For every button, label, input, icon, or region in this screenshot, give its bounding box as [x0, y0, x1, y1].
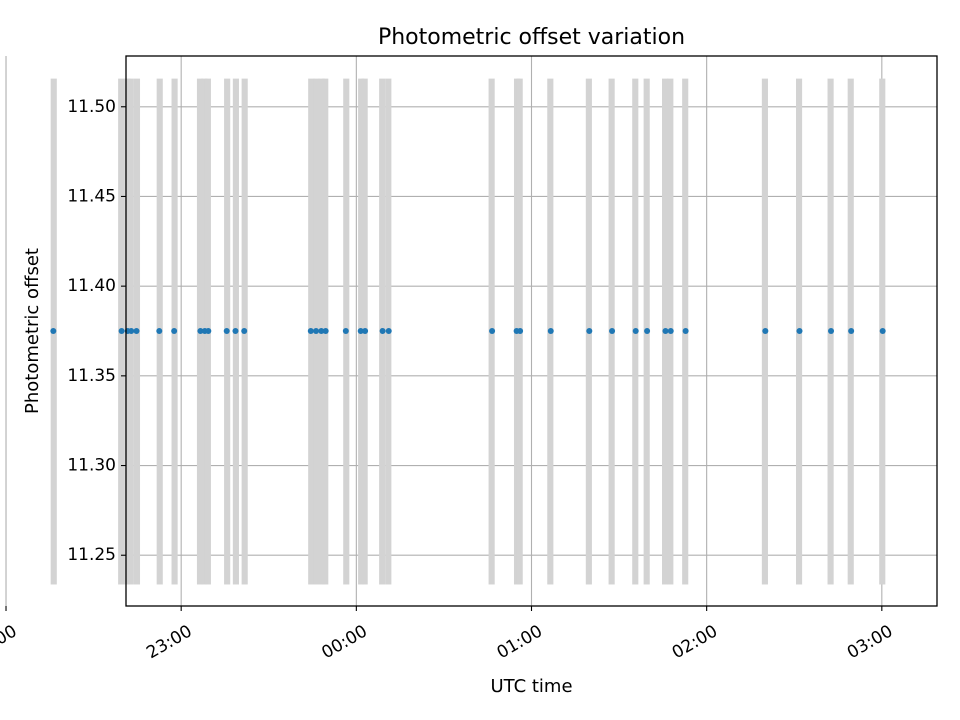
- data-point: [223, 328, 230, 334]
- data-points: [50, 328, 886, 334]
- data-point: [385, 328, 392, 334]
- data-point: [128, 328, 135, 334]
- data-point: [547, 328, 554, 334]
- data-point: [133, 328, 140, 334]
- data-point: [517, 328, 524, 334]
- y-tick-label: 11.50: [67, 97, 116, 117]
- data-point: [362, 328, 369, 334]
- data-point: [171, 328, 178, 334]
- data-point: [322, 328, 329, 334]
- y-tick-label: 11.40: [67, 276, 116, 296]
- data-point: [307, 328, 314, 334]
- data-point: [156, 328, 163, 334]
- data-point: [318, 328, 325, 334]
- data-point: [342, 328, 349, 334]
- data-point: [796, 328, 803, 334]
- y-axis-ticks: 11.50 11.45 11.40 11.35 11.30 11.25: [67, 97, 126, 565]
- chart-title: Photometric offset variation: [378, 25, 685, 50]
- data-point: [379, 328, 386, 334]
- data-point: [232, 328, 239, 334]
- data-point: [682, 328, 689, 334]
- data-point: [662, 328, 669, 334]
- y-tick-label: 11.45: [67, 186, 116, 206]
- data-point: [848, 328, 855, 334]
- y-tick-label: 11.30: [67, 456, 116, 476]
- y-tick-label: 11.35: [67, 366, 116, 386]
- data-point: [667, 328, 674, 334]
- data-point: [632, 328, 639, 334]
- data-point: [586, 328, 593, 334]
- data-point: [879, 328, 886, 334]
- x-axis-label: UTC time: [490, 676, 572, 697]
- data-point: [762, 328, 769, 334]
- data-point: [489, 328, 496, 334]
- data-point: [644, 328, 651, 334]
- data-point: [828, 328, 835, 334]
- data-point: [609, 328, 616, 334]
- data-point: [118, 328, 125, 334]
- y-axis-label: Photometric offset: [22, 248, 43, 414]
- data-point: [197, 328, 204, 334]
- data-point: [241, 328, 248, 334]
- data-point: [50, 328, 57, 334]
- y-tick-label: 11.25: [67, 545, 116, 565]
- data-point: [313, 328, 320, 334]
- data-point: [205, 328, 212, 334]
- data-point: [357, 328, 364, 334]
